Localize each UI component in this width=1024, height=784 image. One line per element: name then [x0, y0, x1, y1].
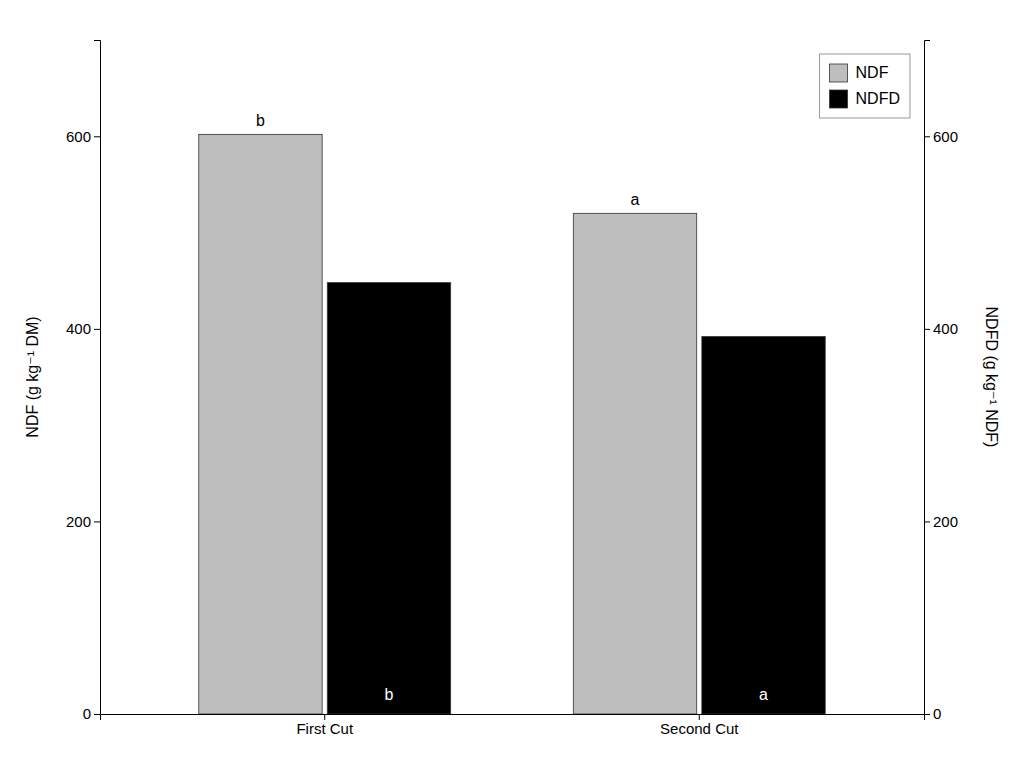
legend-swatch [830, 90, 848, 108]
axis-line [94, 41, 101, 715]
tick-label: 600 [66, 128, 91, 145]
legend-item: NDFD [830, 90, 900, 108]
tick: 0 [924, 705, 941, 722]
tick-mark [94, 136, 100, 137]
legend-item: NDF [830, 64, 889, 82]
tick-label: 200 [66, 513, 91, 530]
annotation: b [385, 686, 394, 703]
bar [199, 134, 322, 714]
annotations: b a b a [256, 112, 768, 703]
tick: 400 [66, 320, 100, 337]
legend-label: NDFD [856, 90, 900, 107]
chart: b a b a First Cut Second Cut 0 200 400 600 0 200 400… [0, 0, 1024, 784]
tick: Second Cut [660, 714, 739, 737]
y2-axis-title: NDFD (g kg⁻¹ NDF) [983, 307, 1000, 448]
y-axis: 0 200 400 600 [66, 41, 101, 723]
tick-label: 0 [83, 705, 91, 722]
tick-mark [924, 521, 930, 522]
tick-mark [94, 714, 100, 715]
tick-mark [94, 521, 100, 522]
tick: 600 [66, 128, 100, 145]
annotation: b [256, 112, 265, 129]
tick: 400 [924, 320, 958, 337]
bar [573, 213, 696, 714]
tick: 200 [924, 513, 958, 530]
legend-frame [820, 54, 910, 118]
annotation: a [759, 686, 768, 703]
axis-line [925, 41, 931, 715]
tick: 200 [66, 513, 100, 530]
tick: First Cut [296, 714, 354, 737]
axis-line [101, 715, 925, 721]
tick-label: 400 [66, 320, 91, 337]
y-axis-title: NDF (g kg⁻¹ DM) [24, 316, 41, 437]
tick: 0 [83, 705, 100, 722]
tick: 600 [924, 128, 958, 145]
y2-axis: 0 200 400 600 [924, 41, 958, 723]
tick-mark [924, 329, 930, 330]
x-axis: First Cut Second Cut [101, 714, 925, 737]
bar [702, 337, 825, 714]
tick-label: 600 [933, 128, 958, 145]
tick-label: 200 [933, 513, 958, 530]
tick-mark [924, 136, 930, 137]
bar [327, 283, 450, 714]
tick-mark [94, 329, 100, 330]
tick-mark [924, 714, 930, 715]
tick-label: First Cut [296, 720, 354, 737]
tick-label: 0 [933, 705, 941, 722]
annotation: a [631, 191, 640, 208]
legend-label: NDF [856, 64, 889, 81]
legend-swatch [830, 64, 848, 82]
tick-label: 400 [933, 320, 958, 337]
tick-label: Second Cut [660, 720, 739, 737]
legend: NDF NDFD [820, 54, 910, 118]
bars [199, 134, 825, 714]
